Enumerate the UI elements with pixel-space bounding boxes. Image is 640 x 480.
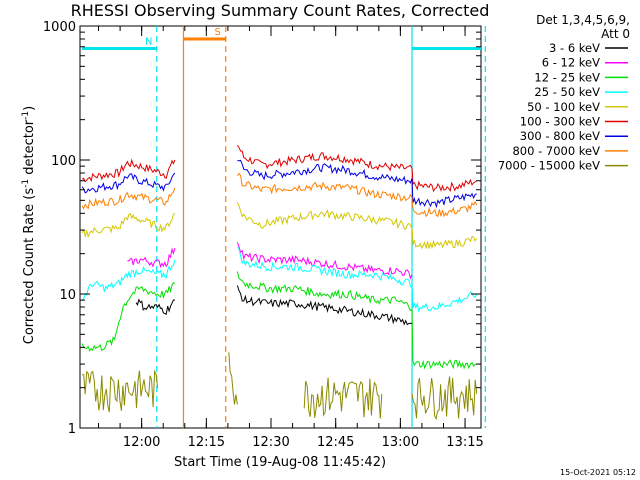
series-line-3 (236, 202, 478, 250)
legend-label: 12 - 25 keV (534, 70, 600, 84)
x-axis-ticks: 12:00 12:15 12:30 12:45 13:00 13:15 (98, 26, 484, 450)
legend-header-2: Att 0 (601, 27, 630, 41)
series-line-2 (81, 187, 176, 210)
series-line-3 (81, 212, 176, 238)
x-tick-label: 12:00 (123, 435, 160, 450)
count-rate-series (81, 144, 478, 421)
y-tick-label: 1000 (43, 20, 76, 35)
legend-label: 3 - 6 keV (549, 41, 600, 55)
x-tick-label: 12:45 (317, 435, 354, 450)
legend-label: 50 - 100 keV (527, 100, 600, 114)
y-axis-label-end: ) (22, 106, 37, 111)
attenuator-flag-bars: NS (82, 27, 481, 50)
y-axis-label-sup2: -1 (21, 111, 31, 120)
series-line-7 (135, 298, 175, 316)
series-line-8 (303, 377, 383, 419)
series-line-4 (236, 242, 413, 280)
y-axis-label-main: Corrected Count Rate (s (22, 188, 37, 345)
series-line-6 (81, 282, 176, 352)
x-tick-label: 12:30 (252, 435, 289, 450)
legend-label: 100 - 300 keV (520, 115, 600, 129)
y-axis-label: Corrected Count Rate (s-1 detector-1) (21, 106, 37, 344)
series-line-5 (81, 259, 176, 301)
x-tick-label: 13:15 (446, 435, 483, 450)
mode-boundary-lines (156, 26, 486, 428)
series-line-8 (228, 352, 238, 405)
series-line-0 (81, 158, 176, 183)
chart-title: RHESSI Observing Summary Count Rates, Co… (71, 1, 490, 20)
legend-label: 300 - 800 keV (520, 129, 600, 143)
series-line-5 (237, 246, 478, 313)
footer-timestamp: 15-Oct-2021 05:12 (560, 468, 636, 477)
series-line-2 (236, 172, 478, 218)
flag-label: N (145, 36, 152, 47)
y-tick-label: 1 (68, 422, 76, 437)
series-line-8 (411, 376, 478, 421)
legend-header-1: Det 1,3,4,5,6,9, (536, 13, 630, 27)
series-line-8 (82, 369, 159, 413)
legend-label: 7000 - 15000 keV (498, 159, 600, 173)
x-tick-label: 13:00 (382, 435, 419, 450)
legend-label: 25 - 50 keV (534, 85, 600, 99)
series-line-7 (236, 285, 413, 326)
y-tick-label: 10 (59, 288, 76, 303)
y-axis-label-sup1: -1 (21, 179, 31, 188)
y-axis-ticks: 1 10 100 1000 (43, 20, 481, 437)
series-line-0 (236, 144, 477, 193)
series-line-1 (81, 172, 176, 194)
series-line-6 (236, 271, 477, 370)
y-tick-label: 100 (51, 154, 76, 169)
plot-frame (79, 25, 482, 429)
series-line-1 (237, 159, 477, 209)
legend-label: 800 - 7000 keV (512, 144, 600, 158)
x-axis-label: Start Time (19-Aug-08 11:45:42) (174, 455, 386, 470)
y-axis-label-mid: detector (22, 119, 37, 179)
series-line-4 (127, 247, 176, 269)
x-tick-label: 12:15 (188, 435, 225, 450)
flag-label: S (215, 27, 221, 38)
legend-label: 6 - 12 keV (542, 56, 600, 70)
